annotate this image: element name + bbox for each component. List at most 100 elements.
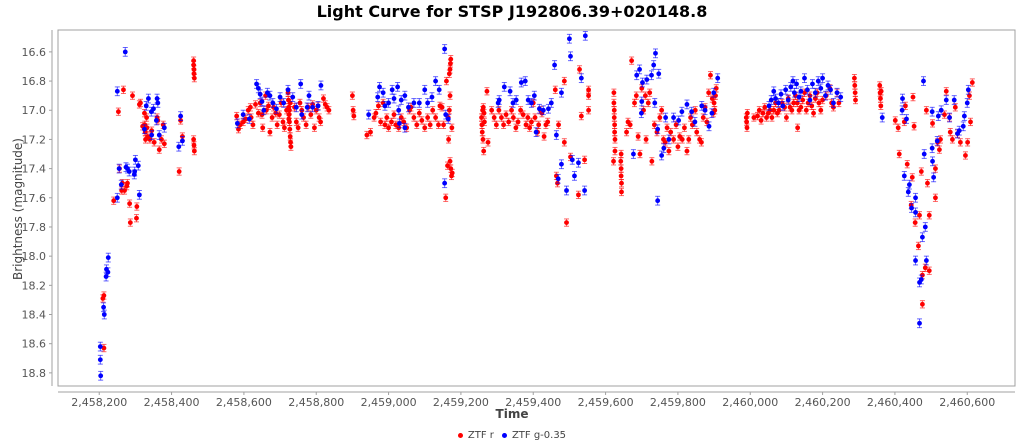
point-marker	[116, 109, 121, 115]
point-marker	[121, 87, 126, 93]
data-point	[878, 101, 884, 111]
data-point	[416, 98, 422, 108]
point-marker	[938, 107, 944, 113]
data-point	[895, 123, 901, 132]
data-point	[679, 135, 685, 144]
point-marker	[449, 170, 455, 176]
data-point	[536, 120, 542, 129]
data-point	[280, 117, 286, 127]
data-point	[903, 114, 909, 124]
point-marker	[659, 153, 665, 158]
point-marker	[146, 96, 151, 101]
data-point	[960, 121, 966, 132]
data-point	[556, 120, 562, 129]
point-marker	[427, 122, 433, 128]
point-marker	[522, 78, 528, 84]
data-point	[435, 120, 441, 129]
data-point	[909, 173, 915, 182]
point-marker	[828, 87, 833, 93]
point-marker	[176, 169, 182, 174]
point-marker	[918, 277, 924, 282]
point-marker	[433, 78, 438, 84]
point-marker	[105, 255, 111, 261]
point-marker	[576, 192, 581, 198]
point-marker	[416, 110, 422, 116]
point-marker	[923, 107, 929, 113]
y-tick-label: 18.4	[22, 309, 47, 322]
data-point	[952, 103, 958, 112]
point-marker	[577, 66, 582, 72]
data-point	[144, 113, 150, 122]
data-point	[391, 110, 397, 119]
point-marker	[422, 87, 428, 93]
data-point	[191, 74, 197, 83]
point-marker	[633, 93, 639, 99]
data-point	[101, 343, 107, 353]
point-marker	[968, 119, 973, 125]
point-marker	[768, 97, 774, 103]
point-marker	[694, 129, 700, 135]
point-marker	[274, 122, 280, 128]
point-marker	[442, 46, 448, 52]
point-marker	[920, 234, 925, 240]
data-point	[265, 101, 271, 111]
data-point	[124, 179, 130, 188]
data-point	[115, 107, 121, 116]
data-point	[957, 138, 963, 147]
point-marker	[647, 90, 653, 96]
data-point	[912, 218, 918, 227]
point-marker	[913, 258, 918, 263]
point-marker	[259, 99, 265, 104]
legend-item-ztf-g[interactable]: ZTF g-0.35	[501, 430, 566, 441]
data-point	[176, 167, 182, 176]
point-marker	[376, 103, 381, 109]
data-point	[118, 179, 124, 190]
point-marker	[395, 84, 401, 90]
point-marker	[960, 123, 966, 129]
chart-title: Light Curve for STSP J192806.39+020148.8	[316, 2, 708, 21]
data-point	[480, 135, 486, 144]
point-marker	[713, 85, 719, 91]
point-marker	[191, 148, 197, 154]
data-point	[485, 138, 491, 147]
point-marker	[161, 141, 167, 147]
data-point	[116, 163, 122, 174]
data-point	[290, 92, 296, 102]
data-point	[812, 87, 818, 98]
legend-item-ztf-r[interactable]: ZTF r	[457, 430, 494, 441]
point-marker	[281, 100, 287, 106]
data-point	[443, 109, 449, 120]
data-point	[918, 274, 924, 285]
point-marker	[611, 158, 616, 164]
data-point	[153, 115, 159, 126]
data-point	[558, 159, 564, 170]
data-point	[380, 87, 386, 98]
data-point	[964, 98, 970, 108]
point-marker	[267, 129, 273, 135]
point-marker	[303, 122, 309, 128]
point-marker	[904, 161, 910, 167]
point-marker	[135, 163, 141, 169]
data-point	[896, 149, 902, 159]
data-point	[378, 117, 384, 127]
point-marker	[513, 97, 519, 103]
data-point	[798, 103, 804, 112]
point-marker	[612, 129, 618, 135]
data-point	[575, 157, 581, 168]
point-marker	[901, 173, 907, 179]
point-marker	[818, 107, 824, 113]
data-point	[618, 149, 624, 159]
point-marker	[290, 94, 296, 100]
data-point	[315, 100, 321, 111]
point-marker	[101, 312, 107, 317]
data-point	[161, 122, 167, 133]
point-marker	[293, 104, 299, 110]
data-point	[548, 98, 554, 108]
point-marker	[744, 119, 750, 125]
point-marker	[812, 90, 818, 96]
data-point	[922, 222, 928, 232]
point-marker	[396, 107, 402, 113]
data-point	[671, 112, 677, 123]
point-marker	[446, 107, 452, 113]
data-point	[351, 111, 357, 121]
